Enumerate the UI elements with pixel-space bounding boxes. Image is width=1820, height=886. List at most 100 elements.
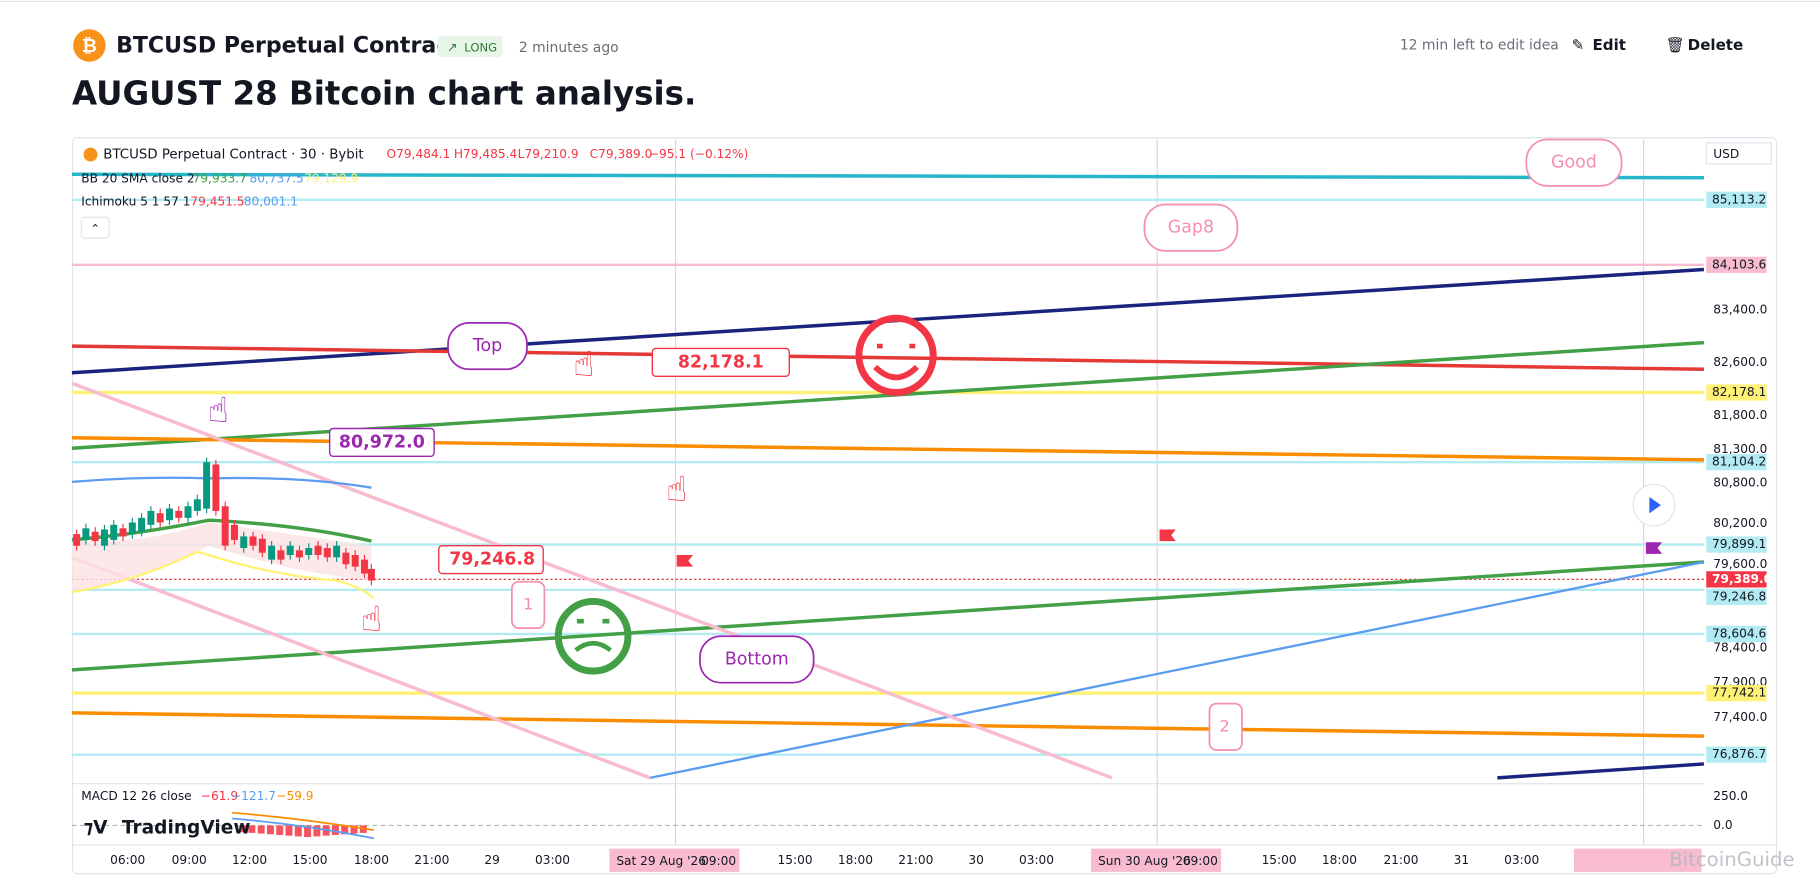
macd-bar <box>304 825 312 838</box>
macd-bar <box>257 825 265 834</box>
time-label-bg <box>1573 848 1702 872</box>
happy-features <box>873 343 920 381</box>
price-label: 82,178.1 <box>1712 385 1766 399</box>
time-tick: 18:00 <box>838 853 873 867</box>
candle-body <box>323 548 331 558</box>
candle-body <box>367 568 375 581</box>
happy-face <box>855 314 937 396</box>
price-tick: 81,300.0 <box>1713 442 1767 456</box>
macd-bar <box>350 825 358 834</box>
cloud <box>71 522 372 593</box>
count-box <box>511 580 546 630</box>
drawing-line <box>71 560 1705 672</box>
long-label: LONG <box>464 40 497 54</box>
count-text: 1 <box>523 594 533 613</box>
bb-value: 79,129.9 <box>304 171 358 185</box>
time-tick: 09:00 <box>172 853 207 867</box>
drawing-line <box>71 711 1704 738</box>
price-label-bg <box>1706 588 1767 605</box>
callout <box>447 321 528 371</box>
price-label: 78,604.6 <box>1712 626 1766 640</box>
drawing-line <box>649 560 1705 780</box>
time-tick: 21:00 <box>414 853 449 867</box>
watermark: TradingView <box>122 817 251 838</box>
macd-bar <box>276 825 284 835</box>
callout-text: Good <box>1551 153 1597 173</box>
candle-body <box>119 528 127 537</box>
time-tick: 18:00 <box>1322 853 1357 867</box>
drawing-line <box>1497 762 1705 780</box>
sad-features <box>574 618 612 653</box>
macd-value: −61.9 <box>201 789 238 803</box>
price-label: 79,389.0 <box>1712 572 1772 586</box>
macd-bar <box>331 825 339 835</box>
long-arrow: ↗ <box>447 40 458 55</box>
price-label: 84,103.6 <box>1712 257 1766 271</box>
time-label: Sat 29 Aug '26 <box>616 854 706 868</box>
candle-body <box>110 524 118 540</box>
time-label-bg <box>609 848 740 872</box>
symbol[interactable]: BTCUSD Perpetual Contract <box>116 34 460 59</box>
posted-time: 2 minutes ago <box>519 40 619 56</box>
macd-bar <box>294 825 302 837</box>
candle-body <box>342 552 350 565</box>
macd-line <box>232 817 374 840</box>
price-label: 77,742.1 <box>1712 686 1766 700</box>
candle-body <box>91 531 99 542</box>
delete-button[interactable]: Delete <box>1688 36 1744 54</box>
macd-bar <box>313 825 321 837</box>
edit-notice: 12 min left to edit idea <box>1400 37 1559 53</box>
bb-value: 79,933.7 <box>193 171 247 185</box>
price-label-bg <box>1706 384 1767 401</box>
macd-tick: 0.0 <box>1713 818 1732 832</box>
signal-line <box>232 811 374 831</box>
price-label: 76,876.7 <box>1712 747 1766 761</box>
price-note-text: 82,178.1 <box>678 352 764 372</box>
candle-body <box>175 510 183 518</box>
bb-value: 80,737.5 <box>250 171 304 185</box>
time-tick: 21:00 <box>898 853 933 867</box>
time-tick: 12:00 <box>232 853 267 867</box>
collapse-button[interactable] <box>80 216 110 239</box>
price-label-bg <box>1706 454 1767 471</box>
price-note <box>651 347 790 377</box>
edit-button[interactable]: Edit <box>1593 36 1626 54</box>
price-tick: 79,600.0 <box>1713 557 1767 571</box>
legend-ohlc: H79,485.4 <box>454 147 518 161</box>
btc-icon <box>73 29 106 62</box>
price-note-text: 79,246.8 <box>449 550 535 570</box>
drawing-line <box>71 381 1113 780</box>
hand-icon: ☝ <box>361 600 382 640</box>
candle-body <box>295 550 303 558</box>
callout-text: Top <box>472 336 502 356</box>
price-label: 79,899.1 <box>1712 537 1766 551</box>
time-tick: 03:00 <box>1504 853 1539 867</box>
long-badge <box>437 36 503 58</box>
candle-body <box>333 545 341 558</box>
candle-body <box>165 508 173 521</box>
flag-icon <box>1645 542 1663 554</box>
candle-body <box>128 522 136 535</box>
time-tick: 31 <box>1454 853 1470 867</box>
callout-text: Gap8 <box>1168 218 1214 238</box>
macd-bar <box>239 825 247 833</box>
macd-name: MACD 12 26 close <box>81 789 191 803</box>
hand-icon: ☝ <box>666 470 687 510</box>
candle-body <box>73 534 81 546</box>
candle-body <box>184 506 192 518</box>
candle-body <box>258 538 266 553</box>
currency: USD <box>1713 147 1739 161</box>
price-label-bg <box>1706 191 1767 208</box>
flag-icon <box>676 555 693 567</box>
delete-icon[interactable]: 🗑 <box>1666 36 1685 54</box>
time-label: Sun 30 Aug '26 <box>1098 854 1191 868</box>
symbol-icon <box>83 147 98 162</box>
edit-icon[interactable]: ✎ <box>1572 36 1585 54</box>
macd-value: −121.7 <box>231 789 276 803</box>
flag-icon <box>1159 529 1176 542</box>
count-box <box>1208 702 1243 751</box>
price-note <box>328 427 435 458</box>
currency-box[interactable] <box>1705 142 1772 165</box>
candle-body <box>100 529 108 546</box>
candle-body <box>240 536 248 549</box>
